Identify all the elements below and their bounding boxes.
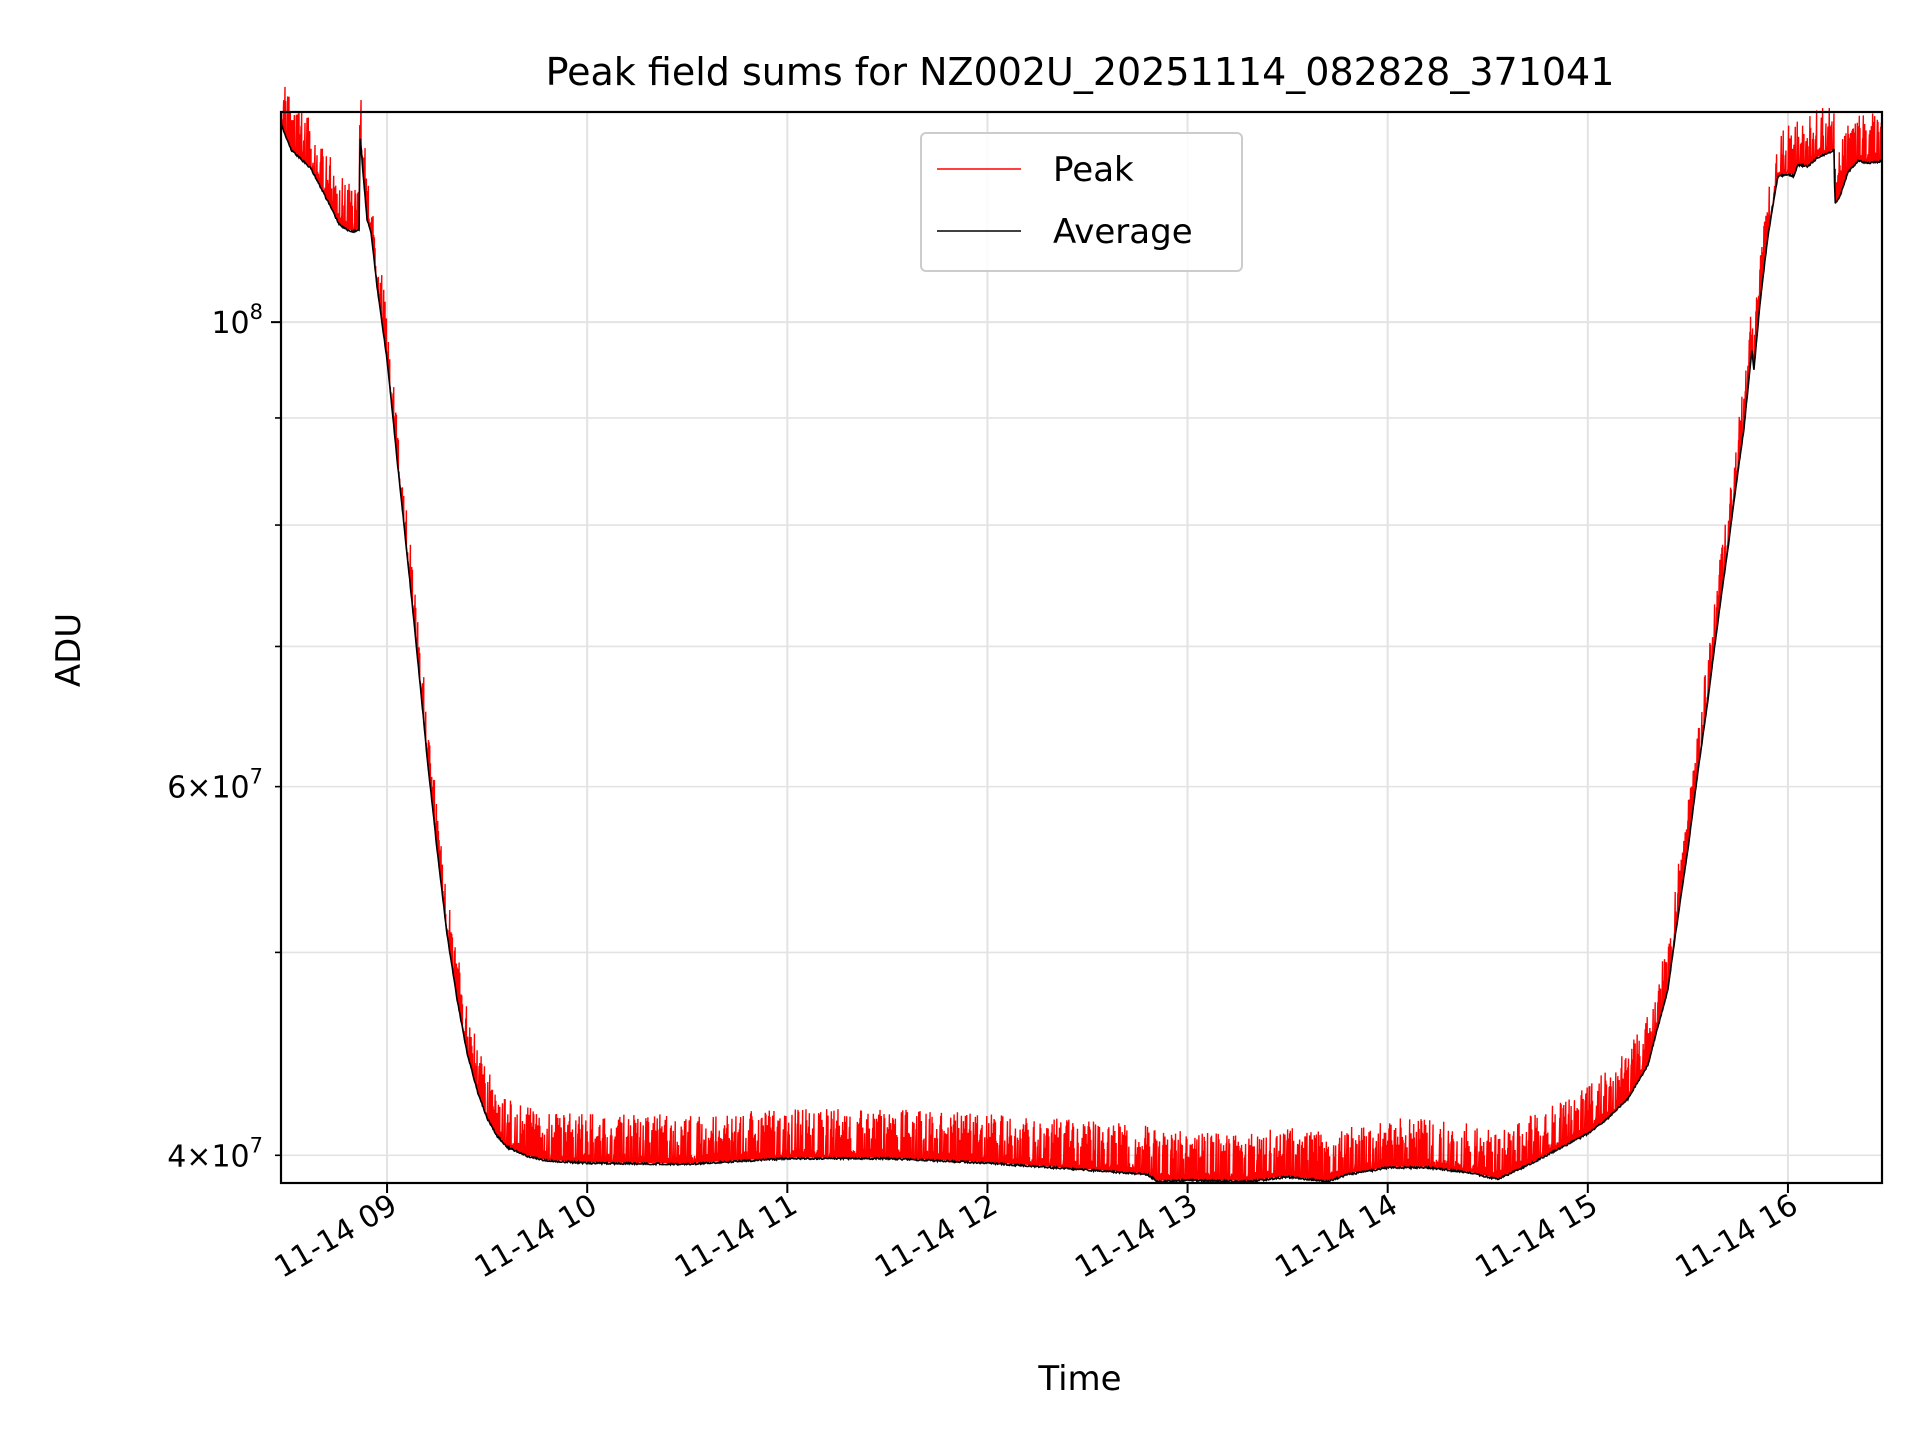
legend: Peak Average: [920, 132, 1243, 272]
legend-box: [920, 132, 1243, 272]
chart-title: Peak field sums for NZ002U_20251114_0828…: [546, 50, 1615, 94]
x-axis-label: Time: [1037, 1359, 1121, 1399]
legend-average-label: Average: [1053, 212, 1193, 252]
plot-lines: [280, 86, 1883, 1184]
y-tick-label: 4×107: [167, 1133, 263, 1174]
y-axis-label: ADU: [49, 613, 89, 687]
series-peak-line: [280, 86, 1883, 1183]
y-tick-label: 6×107: [167, 765, 263, 806]
y-tick-label: 108: [211, 300, 263, 341]
legend-peak-label: Peak: [1053, 150, 1134, 190]
axes-frame: [279, 110, 1884, 1185]
series-average-line: [280, 122, 1883, 1184]
